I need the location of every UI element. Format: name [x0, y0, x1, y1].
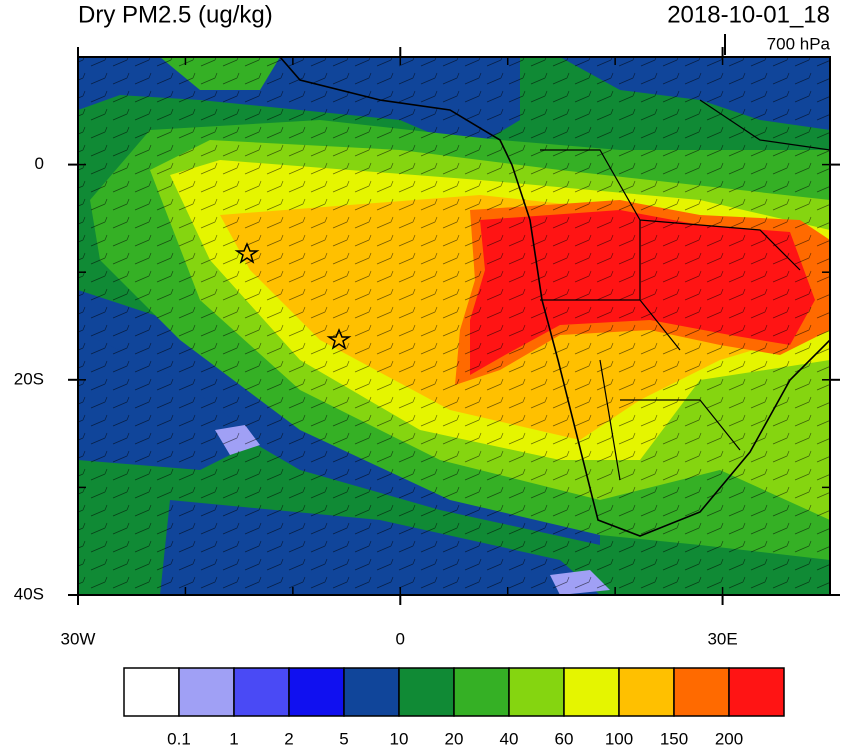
x-tick-label: 30W [61, 629, 96, 648]
y-tick-label: 20S [14, 369, 44, 388]
colorbar-label: 0.1 [167, 729, 191, 748]
colorbar-label: 1 [229, 729, 238, 748]
colorbar-label: 150 [660, 729, 688, 748]
axes: 30W 0 30E 0 20S 40S [14, 47, 840, 648]
colorbar-label: 5 [339, 729, 348, 748]
x-tick-label: 30E [707, 629, 737, 648]
color-box [508, 667, 565, 717]
field [78, 57, 830, 595]
colorbar: 0.1 1 2 5 10 20 40 60 100 150 200 [123, 667, 785, 748]
map-frame [77, 56, 831, 596]
x-tick-label: 0 [396, 629, 405, 648]
colorbar-label: 20 [445, 729, 464, 748]
color-box [343, 667, 400, 717]
colorbar-label: 60 [555, 729, 574, 748]
colorbar-label: 10 [390, 729, 409, 748]
color-box [453, 667, 510, 717]
color-box [673, 667, 730, 717]
colorbar-label: 200 [715, 729, 743, 748]
level: 700 hPa [767, 34, 831, 53]
y-tick-label: 40S [14, 584, 44, 603]
colorbar-label: 100 [605, 729, 633, 748]
color-box [178, 667, 235, 717]
colorbar-label: 40 [500, 729, 519, 748]
date: 2018-10-01_18 [667, 1, 830, 28]
color-box [618, 667, 675, 717]
y-tick-label: 0 [35, 154, 44, 173]
color-box [563, 667, 620, 717]
color-box [288, 667, 345, 717]
color-box [123, 667, 180, 717]
colorbar-label: 2 [284, 729, 293, 748]
color-box [233, 667, 290, 717]
title: Dry PM2.5 (ug/kg) [78, 1, 273, 28]
color-box [398, 667, 455, 717]
color-box [728, 667, 785, 717]
